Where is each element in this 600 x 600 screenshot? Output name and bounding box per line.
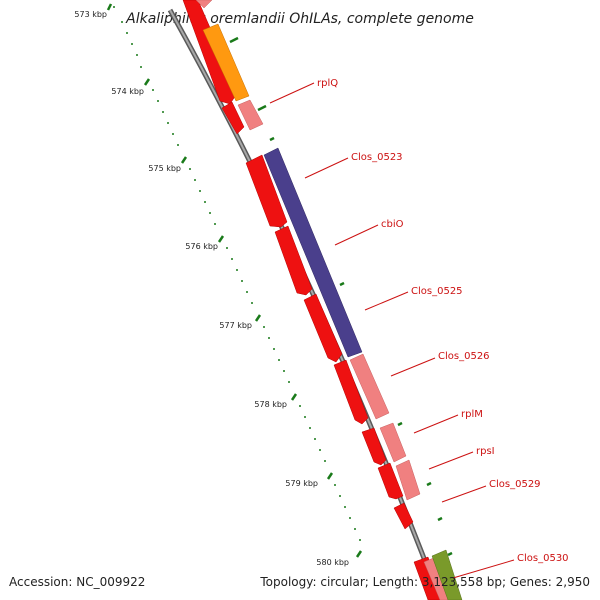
topology-summary: Topology: circular; Length: 3,123,558 bp… [259, 575, 590, 589]
gene-label-rplQ[interactable]: rplQ [317, 78, 338, 89]
gene-leader-lines [269, 82, 515, 579]
tick-label-573: 573 kbp [74, 10, 107, 19]
cds-feature[interactable] [195, 0, 213, 9]
tick-label-578: 578 kbp [254, 400, 287, 409]
gene-label-clos-0530[interactable]: Clos_0530 [517, 553, 569, 564]
tick-label-580: 580 kbp [316, 558, 349, 567]
accession-label: Accession: NC_009922 [9, 575, 145, 589]
cds-feature[interactable] [202, 23, 250, 102]
cds-feature[interactable] [377, 462, 404, 500]
cds-feature[interactable] [182, 0, 239, 105]
gene-label-clos-0525[interactable]: Clos_0525 [411, 286, 463, 297]
scale-labels: 573 kbp 574 kbp 575 kbp 576 kbp 577 kbp … [74, 10, 349, 567]
cds-feature[interactable] [333, 359, 369, 425]
cds-feature[interactable] [237, 99, 264, 131]
tick-label-577: 577 kbp [219, 321, 252, 330]
gene-label-clos-0529[interactable]: Clos_0529 [489, 479, 541, 490]
map-title: Alkaliphilus oremlandii OhILAs, complete… [125, 11, 474, 27]
cds-feature[interactable] [393, 502, 414, 530]
gene-labels: rplQ Clos_0523 cbiO Clos_0525 Clos_0526 … [317, 78, 569, 564]
tick-label-579: 579 kbp [285, 479, 318, 488]
cds-feature[interactable] [431, 549, 463, 600]
cds-feature[interactable] [274, 225, 313, 296]
cds-track-inner [182, 0, 445, 600]
cds-feature[interactable] [395, 459, 421, 501]
scale-major-ticks [106, 3, 363, 558]
gene-label-rplM[interactable]: rplM [461, 409, 483, 420]
tick-label-575: 575 kbp [148, 164, 181, 173]
tick-label-576: 576 kbp [185, 242, 218, 251]
cds-feature[interactable] [221, 101, 245, 135]
cds-feature[interactable] [361, 427, 387, 466]
gene-label-clos-0523[interactable]: Clos_0523 [351, 152, 403, 163]
cds-feature[interactable] [349, 353, 390, 420]
cds-feature[interactable] [379, 422, 407, 463]
tick-label-574: 574 kbp [111, 87, 144, 96]
scale-track [106, 3, 363, 558]
gene-label-rpsI[interactable]: rpsI [476, 446, 495, 457]
cds-track-outer [195, 0, 463, 600]
cds-feature[interactable] [245, 154, 288, 228]
gene-label-cbiO[interactable]: cbiO [381, 219, 404, 230]
cds-feature[interactable] [303, 293, 343, 363]
gene-label-clos-0526[interactable]: Clos_0526 [438, 351, 490, 362]
scale-dots [113, 6, 361, 541]
cds-feature[interactable] [263, 147, 363, 358]
